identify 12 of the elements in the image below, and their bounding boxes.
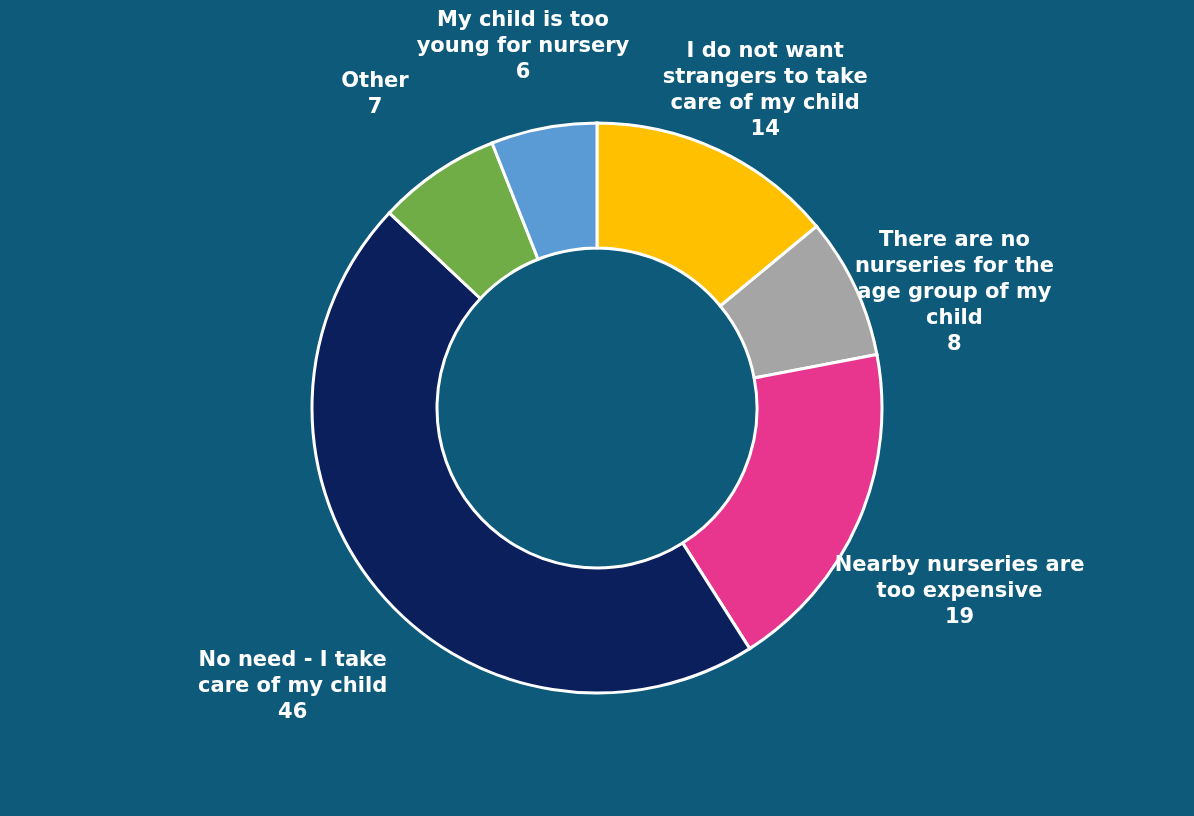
slice-label: No need - I take care of my child <box>198 646 388 697</box>
slice-label: Other <box>341 68 410 93</box>
data-label: 8 <box>947 330 962 355</box>
data-label: 46 <box>278 698 308 723</box>
data-label: 14 <box>750 115 780 140</box>
slice-label: My child is too young for nursery <box>416 7 630 57</box>
data-label: 6 <box>515 59 531 83</box>
data-label: 19 <box>944 603 975 628</box>
slice-label: I do not want strangers to take care of my child <box>662 37 868 114</box>
slice-label: Nearby nurseries are too expensive <box>834 551 1085 602</box>
slice-label: There are no nurseries for the age group of my child <box>854 226 1054 329</box>
data-label: 7 <box>367 94 383 119</box>
